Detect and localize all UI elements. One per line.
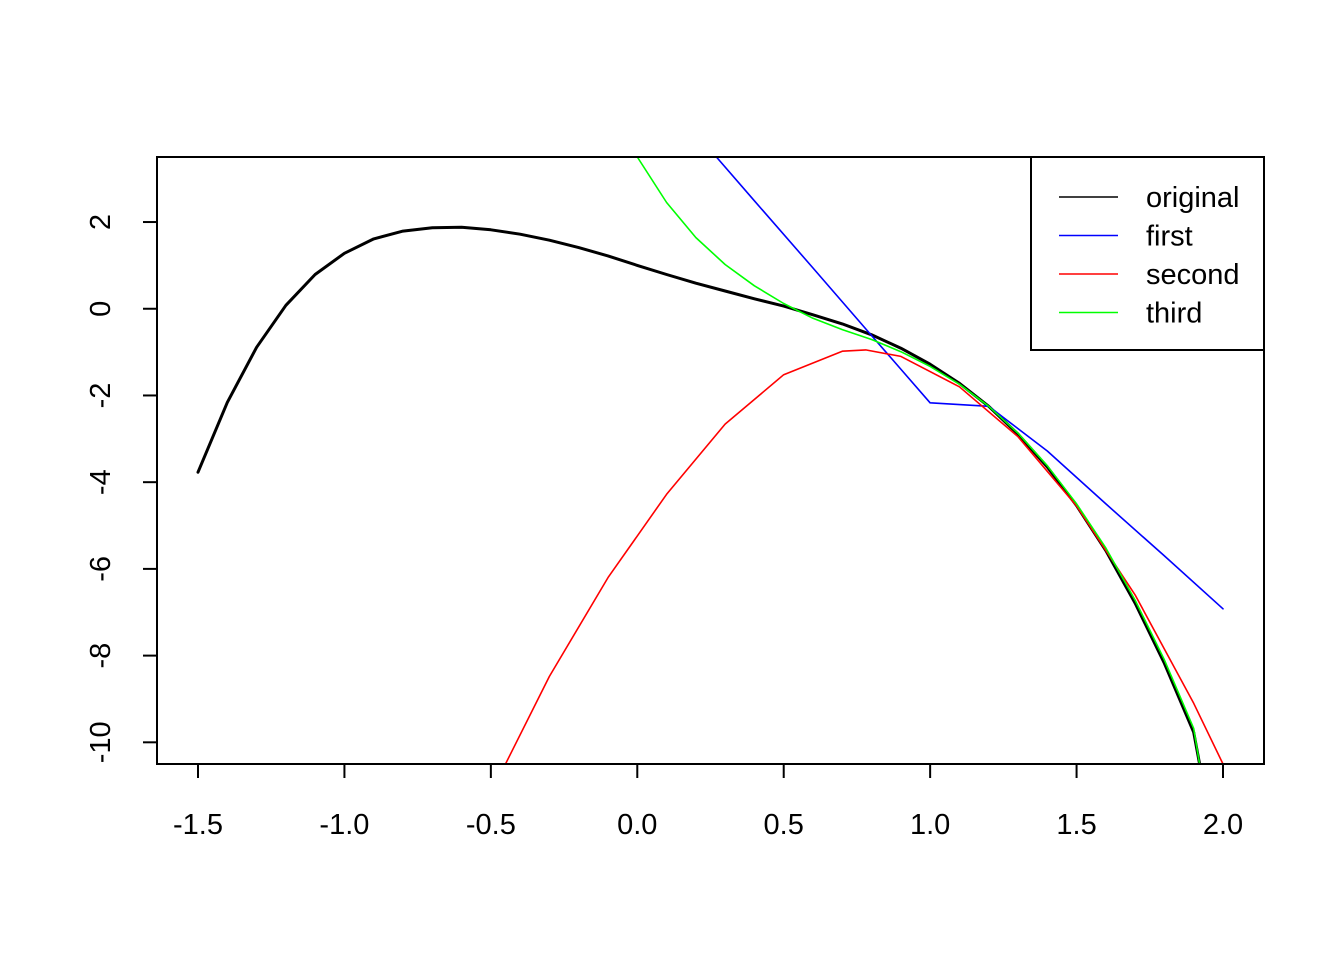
legend-label-third: third [1146, 298, 1202, 330]
series-line-first [715, 157, 1224, 610]
x-tick-label: -1.0 [319, 809, 369, 841]
series-layer [196, 157, 1224, 764]
x-tick-label: 1.5 [1056, 809, 1096, 841]
x-tick-label: 0.0 [617, 809, 657, 841]
legend-label-original: original [1146, 182, 1240, 214]
x-tick-label: 2.0 [1203, 809, 1243, 841]
y-tick-label: 0 [85, 301, 117, 317]
series-line-second [504, 349, 1224, 764]
legend: original first second third [1030, 156, 1265, 351]
series-line-third [636, 157, 1201, 764]
x-tick-label: 0.5 [764, 809, 804, 841]
y-tick-label: -8 [85, 643, 117, 669]
y-tick-label: -10 [85, 721, 117, 763]
x-tick-label: 1.0 [910, 809, 950, 841]
y-tick-label: 2 [85, 214, 117, 230]
legend-label-second: second [1146, 259, 1240, 291]
x-tick-label: -0.5 [466, 809, 516, 841]
y-axis: 2 0 -2 -4 -6 -8 -10 [85, 214, 158, 763]
y-tick-label: -6 [85, 556, 117, 582]
y-tick-label: -2 [85, 383, 117, 409]
x-tick-label: -1.5 [173, 809, 223, 841]
series-line-original [196, 225, 1202, 764]
x-axis: -1.5 -1.0 -0.5 0.0 0.5 1.0 1.5 2.0 [173, 763, 1243, 841]
legend-box [1030, 156, 1265, 351]
y-tick-label: -4 [85, 469, 117, 495]
legend-label-first: first [1146, 221, 1193, 253]
